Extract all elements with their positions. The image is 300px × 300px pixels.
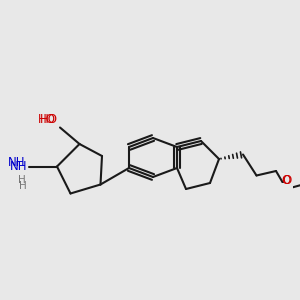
FancyBboxPatch shape <box>280 183 292 195</box>
Text: H: H <box>19 181 27 191</box>
Text: O: O <box>282 175 291 188</box>
Text: H: H <box>18 175 26 185</box>
Text: HO: HO <box>40 113 58 126</box>
Text: HO: HO <box>38 113 56 126</box>
Text: NH: NH <box>10 160 27 173</box>
FancyBboxPatch shape <box>9 154 27 178</box>
FancyBboxPatch shape <box>40 118 56 134</box>
Text: O: O <box>283 175 292 188</box>
Text: NH: NH <box>8 155 26 169</box>
